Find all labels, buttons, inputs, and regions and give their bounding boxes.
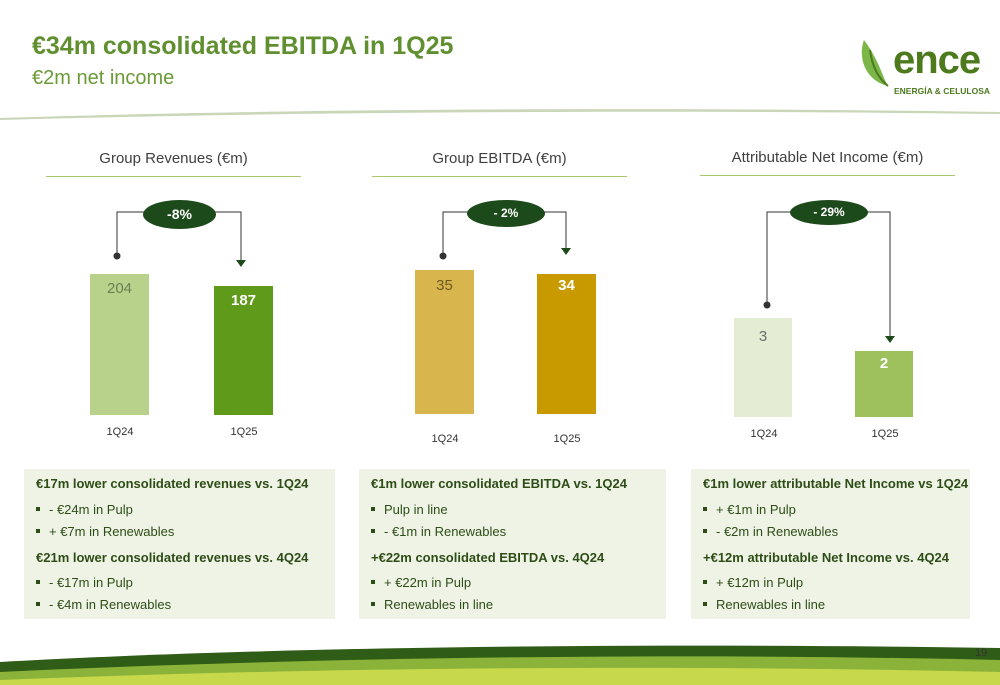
list-item: Renewables in line [703, 597, 825, 612]
ebitda-tick-1q24: 1Q24 [431, 433, 459, 445]
ebitda-panel-rule [372, 176, 627, 177]
ence-leaf-logo-icon [861, 40, 889, 87]
netincome-tick-1q25: 1Q25 [871, 428, 899, 440]
netincome-value-1q24: 3 [758, 328, 768, 345]
page-subtitle: €2m net income [32, 67, 175, 89]
page-title: €34m consolidated EBITDA in 1Q25 [32, 32, 454, 60]
revenues-change-badge: -8% [143, 200, 216, 229]
netincome-bar-1q24 [734, 318, 792, 417]
list-item: + €12m in Pulp [703, 575, 803, 590]
box-heading: +€22m consolidated EBITDA vs. 4Q24 [371, 550, 605, 565]
ebitda-value-1q24: 35 [436, 277, 453, 294]
page-number: 19 [975, 647, 988, 659]
list-item: - €24m in Pulp [36, 502, 133, 517]
ebitda-bar-1q25 [537, 274, 596, 414]
revenues-value-1q24: 204 [106, 280, 133, 297]
list-item: + €1m in Pulp [703, 502, 796, 517]
ebitda-value-1q25: 34 [558, 277, 575, 294]
list-item: - €1m in Renewables [371, 524, 506, 539]
ebitda-change-badge: - 2% [467, 200, 545, 227]
revenues-commentary-box: €17m lower consolidated revenues vs. 1Q2… [24, 469, 335, 619]
footer-swoosh [0, 645, 1000, 685]
ebitda-bar-1q24 [415, 270, 474, 414]
revenues-bar-1q24 [90, 274, 149, 415]
revenues-bar-1q25 [214, 285, 273, 415]
ebitda-tick-1q25: 1Q25 [553, 433, 581, 445]
list-item: Renewables in line [371, 597, 493, 612]
netincome-panel-title: Attributable Net Income (€m) [731, 149, 924, 166]
netincome-tick-1q24: 1Q24 [750, 428, 778, 440]
revenues-panel-title: Group Revenues (€m) [99, 150, 248, 167]
box-heading: €17m lower consolidated revenues vs. 1Q2… [36, 476, 309, 491]
box-heading: €1m lower consolidated EBITDA vs. 1Q24 [371, 476, 627, 491]
revenues-panel-rule [46, 176, 301, 177]
ebitda-panel-title: Group EBITDA (€m) [432, 150, 567, 167]
logo-wordmark: ence [893, 38, 981, 82]
box-heading: €21m lower consolidated revenues vs. 4Q2… [36, 550, 309, 565]
netincome-bar-1q25 [855, 351, 913, 417]
revenues-tick-1q25: 1Q25 [230, 426, 258, 438]
ebitda-commentary-box: €1m lower consolidated EBITDA vs. 1Q24 P… [359, 469, 666, 619]
revenues-tick-1q24: 1Q24 [106, 426, 134, 438]
netincome-value-1q25: 2 [879, 355, 889, 372]
header-swoosh-divider [0, 109, 1000, 120]
list-item: - €17m in Pulp [36, 575, 133, 590]
netincome-change-badge: - 29% [790, 200, 868, 225]
box-heading: €1m lower attributable Net Income vs 1Q2… [703, 476, 969, 491]
list-item: - €4m in Renewables [36, 597, 171, 612]
box-heading: +€12m attributable Net Income vs. 4Q24 [703, 550, 950, 565]
list-item: - €2m in Renewables [703, 524, 838, 539]
logo-tagline: ENERGÍA & CELULOSA [894, 86, 991, 96]
list-item: Pulp in line [371, 502, 448, 517]
netincome-commentary-box: €1m lower attributable Net Income vs 1Q2… [691, 469, 970, 619]
list-item: + €22m in Pulp [371, 575, 471, 590]
list-item: + €7m in Renewables [36, 524, 174, 539]
revenues-value-1q25: 187 [230, 292, 257, 309]
netincome-panel-rule [700, 175, 955, 176]
